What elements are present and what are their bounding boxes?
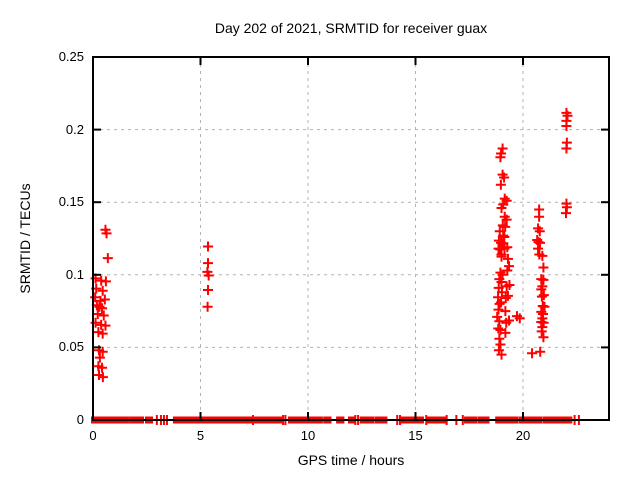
data-point xyxy=(504,315,515,326)
data-point xyxy=(100,320,111,331)
data-point xyxy=(514,313,525,324)
chart-title: Day 202 of 2021, SRMTID for receiver gua… xyxy=(214,20,488,36)
data-point xyxy=(202,301,213,312)
data-point xyxy=(495,152,506,163)
data-point xyxy=(494,333,505,344)
x-tick-label: 20 xyxy=(515,428,531,443)
x-tick-label: 5 xyxy=(196,428,205,443)
x-tick-label: 10 xyxy=(300,428,316,443)
data-point xyxy=(562,110,573,121)
data-point xyxy=(494,298,505,309)
data-point xyxy=(493,304,504,315)
x-tick-label: 15 xyxy=(408,428,423,443)
data-point xyxy=(100,276,111,287)
data-point xyxy=(97,372,108,383)
y-tick-label: 0.2 xyxy=(65,121,84,137)
data-point xyxy=(536,306,547,317)
data-point xyxy=(203,285,214,296)
y-tick-label: 0.05 xyxy=(58,339,84,355)
data-point xyxy=(97,285,108,296)
data-point xyxy=(499,232,510,243)
data-point xyxy=(203,241,214,252)
data-point xyxy=(97,362,108,373)
data-point xyxy=(500,306,511,317)
data-point xyxy=(496,349,507,360)
data-point xyxy=(533,243,544,254)
data-point xyxy=(496,297,507,308)
y-tick-label: 0.25 xyxy=(58,49,84,64)
data-point xyxy=(500,327,511,338)
data-point xyxy=(536,291,547,302)
plot-border xyxy=(92,56,610,421)
data-point xyxy=(501,214,512,225)
data-point xyxy=(496,287,507,298)
data-point xyxy=(534,226,545,237)
x-tick-label: 0 xyxy=(89,428,97,443)
data-point xyxy=(203,258,214,269)
data-point xyxy=(538,262,549,273)
y-tick-label: 0.15 xyxy=(58,194,84,210)
y-tick-label: 0.1 xyxy=(65,266,84,282)
data-point xyxy=(495,267,506,278)
data-point xyxy=(500,221,511,232)
data-point xyxy=(101,228,112,239)
data-point xyxy=(502,253,513,264)
data-point xyxy=(495,179,506,190)
data-point xyxy=(561,208,571,219)
data-point xyxy=(539,301,550,312)
data-point xyxy=(496,251,507,262)
data-point xyxy=(99,294,110,305)
data-point xyxy=(97,346,108,357)
data-point xyxy=(537,250,548,261)
data-point xyxy=(534,211,545,222)
data-point xyxy=(94,352,105,363)
data-point xyxy=(92,309,103,320)
data-point xyxy=(500,293,511,304)
x-axis-label: GPS time / hours xyxy=(297,452,405,468)
data-point xyxy=(561,143,572,154)
y-tick-label: 0 xyxy=(76,412,84,427)
data-point xyxy=(527,348,538,359)
data-point xyxy=(504,279,515,290)
data-point xyxy=(98,310,109,321)
data-point xyxy=(538,332,549,343)
data-point xyxy=(102,253,113,264)
data-point xyxy=(496,203,507,214)
data-point xyxy=(538,317,549,328)
data-point xyxy=(497,143,508,154)
data-point xyxy=(499,172,510,183)
data-point xyxy=(97,328,108,339)
data-point xyxy=(203,270,214,281)
data-point xyxy=(496,277,507,288)
data-point xyxy=(561,120,572,131)
data-point xyxy=(90,292,101,303)
data-point xyxy=(97,303,108,314)
data-point xyxy=(534,237,545,248)
data-point xyxy=(494,316,505,327)
data-point xyxy=(499,193,510,204)
data-point xyxy=(493,323,504,334)
data-point xyxy=(504,261,515,272)
data-point xyxy=(502,242,513,253)
data-point xyxy=(502,265,513,276)
data-point xyxy=(492,311,503,322)
data-point xyxy=(538,274,549,285)
data-point xyxy=(495,339,506,350)
data-point xyxy=(502,290,513,301)
data-point xyxy=(538,290,549,301)
data-point xyxy=(535,346,546,357)
data-point xyxy=(536,326,547,337)
